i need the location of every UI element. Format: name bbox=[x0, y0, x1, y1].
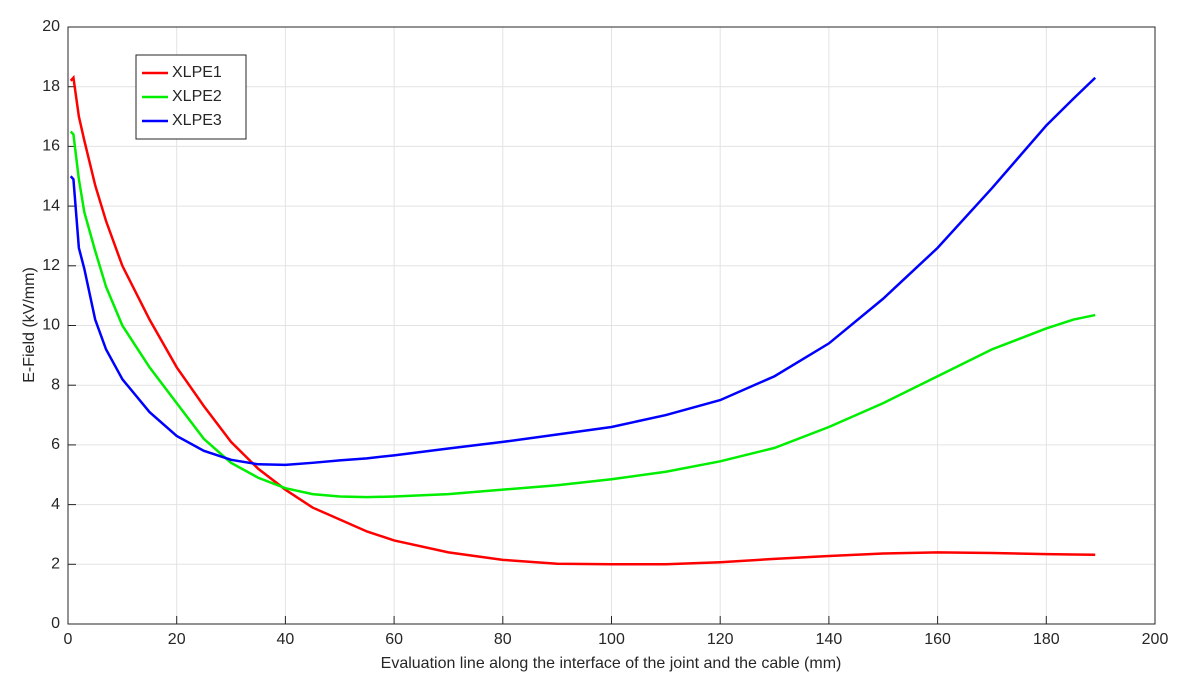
y-tick-label: 12 bbox=[42, 257, 60, 274]
x-tick-label: 140 bbox=[816, 631, 843, 648]
y-tick-label: 0 bbox=[51, 615, 60, 632]
legend-label: XLPE3 bbox=[172, 112, 222, 129]
legend-label: XLPE1 bbox=[172, 64, 222, 81]
y-tick-label: 10 bbox=[42, 317, 60, 334]
x-tick-label: 120 bbox=[707, 631, 734, 648]
plot-frame bbox=[67, 26, 1156, 625]
y-axis-label: E-Field (kV/mm) bbox=[21, 267, 38, 383]
x-tick-label: 160 bbox=[924, 631, 951, 648]
data-line bbox=[69, 76, 1097, 467]
x-tick-label: 20 bbox=[168, 631, 186, 648]
legend-label: XLPE2 bbox=[172, 88, 222, 105]
x-tick-label: 40 bbox=[277, 631, 295, 648]
x-axis-label: Evaluation line along the interface of t… bbox=[381, 655, 842, 672]
y-tick-label: 4 bbox=[51, 496, 60, 513]
x-tick-label: 180 bbox=[1033, 631, 1060, 648]
y-tick-label: 16 bbox=[42, 138, 60, 155]
y-tick-label: 8 bbox=[51, 376, 60, 393]
y-tick-label: 2 bbox=[51, 556, 60, 573]
x-tick-label: 100 bbox=[598, 631, 625, 648]
data-line bbox=[69, 74, 1096, 566]
x-tick-label: 60 bbox=[385, 631, 403, 648]
y-tick-label: 6 bbox=[51, 436, 60, 453]
x-tick-label: 80 bbox=[494, 631, 512, 648]
data-line bbox=[69, 130, 1096, 499]
y-tick-label: 18 bbox=[42, 78, 60, 95]
x-tick-label: 200 bbox=[1142, 631, 1169, 648]
x-tick-label: 0 bbox=[64, 631, 73, 648]
y-tick-label: 14 bbox=[42, 197, 60, 214]
y-tick-label: 20 bbox=[42, 18, 60, 35]
